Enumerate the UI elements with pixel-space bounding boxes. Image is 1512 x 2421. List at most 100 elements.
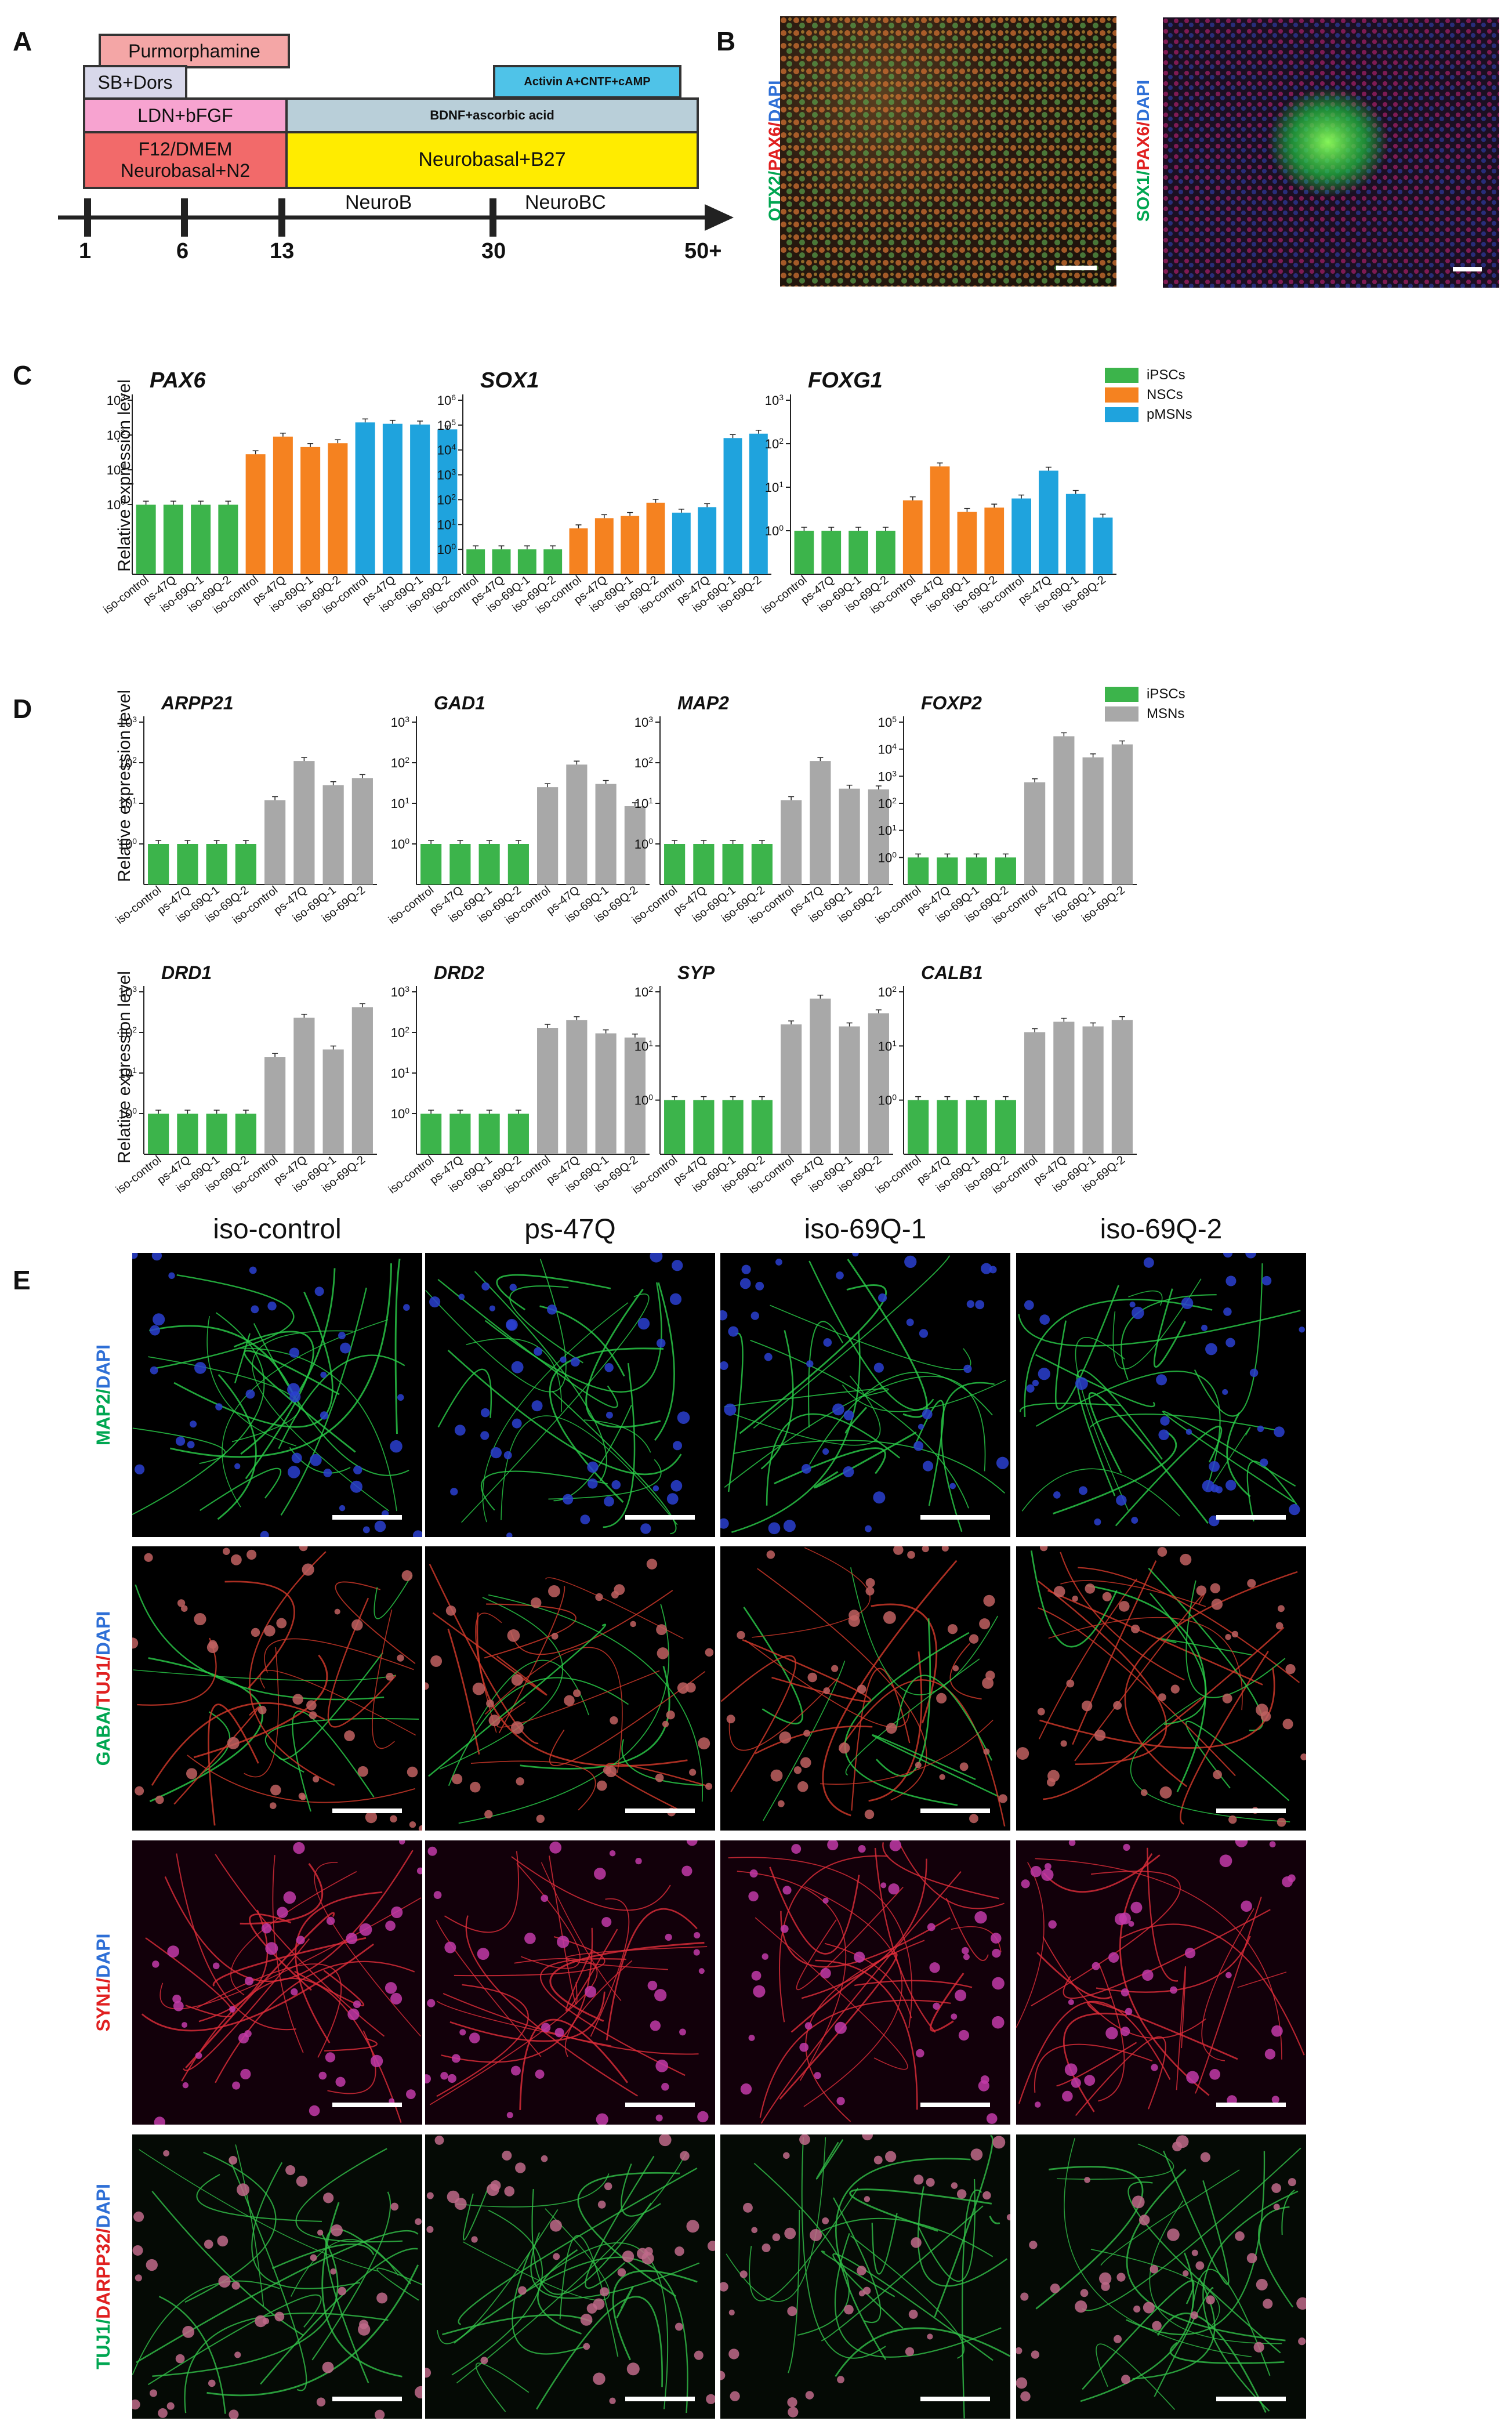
cell-body (1245, 1253, 1257, 1259)
neurite (436, 1920, 542, 2057)
neurite (1039, 1667, 1275, 1749)
cell-body (748, 2034, 755, 2041)
cell-body (132, 2245, 143, 2256)
micrograph (132, 1840, 422, 2125)
cell-body (873, 1362, 884, 1373)
cell-body (706, 2394, 715, 2404)
cell-body (922, 1409, 933, 1420)
neurite (850, 1567, 999, 1695)
cell-body (177, 1599, 186, 1607)
cell-body (969, 1634, 979, 1644)
neurite (1082, 2280, 1195, 2390)
cell-body (782, 1886, 792, 1895)
cell-body (622, 2250, 634, 2263)
cell-body (1160, 1416, 1170, 1426)
cell-body (843, 1410, 854, 1420)
bar (1011, 498, 1031, 574)
cell-body (330, 2268, 336, 2275)
cell-body (1066, 1679, 1075, 1688)
bar (995, 857, 1016, 885)
neurite (496, 1670, 660, 1728)
neurite (1054, 1285, 1119, 1410)
cell-body (958, 2029, 970, 2041)
cell-body (982, 2191, 991, 2200)
cell-body (764, 1353, 773, 1361)
cell-body (694, 1932, 701, 1939)
neurite (482, 1302, 629, 1523)
neurite (577, 2172, 680, 2297)
cell-body (480, 1431, 490, 1440)
neurite (509, 1285, 583, 1364)
sox1-pax6-image (1163, 17, 1499, 288)
cell-body (255, 2315, 267, 2328)
cell-body (1080, 2289, 1089, 2297)
cell-body (728, 1326, 739, 1337)
y-tick-label: 105 (437, 418, 456, 433)
cell-body (1085, 1583, 1096, 1594)
neurite (152, 2233, 339, 2377)
cell-body (698, 1968, 705, 1974)
cell-body (1071, 2078, 1081, 2088)
neurite (458, 2167, 698, 2325)
cell-body (929, 1962, 940, 1973)
bar (1053, 1021, 1075, 1154)
cell-body (551, 1632, 559, 1640)
cell-body (807, 1672, 817, 1683)
cell-body (1269, 1841, 1276, 1848)
cell-body (1215, 1486, 1223, 1494)
cell-body (1172, 2141, 1183, 2152)
cell-body (1157, 1547, 1167, 1557)
neurite (206, 1316, 296, 1447)
neurite (750, 1339, 969, 1509)
neurite (1082, 2147, 1301, 2311)
cell-body (1156, 1374, 1167, 1386)
neurite (815, 1959, 918, 2110)
chart-title: FOXG1 (808, 368, 883, 393)
neurite (264, 1717, 419, 1773)
y-tick-label: 102 (437, 492, 456, 507)
cell-body (864, 2196, 871, 2202)
y-tick-label: 100 (391, 836, 409, 851)
cell-body (1288, 1874, 1296, 1882)
cell-body (173, 2000, 184, 2012)
cell-body (265, 1942, 278, 1955)
pax6-chart: PAX6100101102103iso-controlps-47Qiso-69Q… (101, 368, 461, 617)
cell-body (489, 1305, 496, 1311)
neurite (1112, 1278, 1202, 1369)
cell-body (646, 1559, 658, 1570)
cell-body (1249, 1368, 1259, 1378)
bar (322, 1049, 344, 1154)
y-tick-label: 100 (391, 1106, 409, 1121)
cell-body (427, 1846, 437, 1856)
cell-body (149, 2389, 158, 2397)
cell-body (429, 1296, 441, 1308)
neurite (474, 1271, 607, 1482)
cell-body (1121, 2375, 1130, 2384)
cell-body (186, 1768, 198, 1779)
bar (908, 1100, 929, 1154)
cell-body (1271, 2025, 1283, 2037)
cell-body (1277, 1817, 1286, 1827)
cell-body (510, 2065, 521, 2076)
cell-body (959, 1762, 969, 1771)
cell-body (1225, 1971, 1232, 1978)
neurite (801, 1858, 927, 1999)
neurite (1038, 1581, 1167, 1765)
y-tick-label: 101 (391, 796, 409, 811)
y-tick-label: 101 (437, 517, 456, 532)
cell-body (288, 1466, 300, 1478)
cell-body (194, 1362, 206, 1374)
cell-body (150, 1366, 158, 1375)
micrograph-texture (141, 1840, 422, 2125)
cell-body (1261, 1275, 1272, 1286)
cell-body (229, 2006, 236, 2013)
neurite (778, 1855, 889, 2023)
cell-body (1235, 2231, 1245, 2241)
cell-body (1213, 1770, 1222, 1779)
neurite (1020, 1402, 1121, 1412)
cell-body (291, 1988, 298, 1996)
cell-body (425, 1682, 429, 1690)
cell-body (246, 1549, 257, 1560)
cell-body (1200, 2152, 1210, 2162)
cell-body (223, 1547, 230, 1555)
